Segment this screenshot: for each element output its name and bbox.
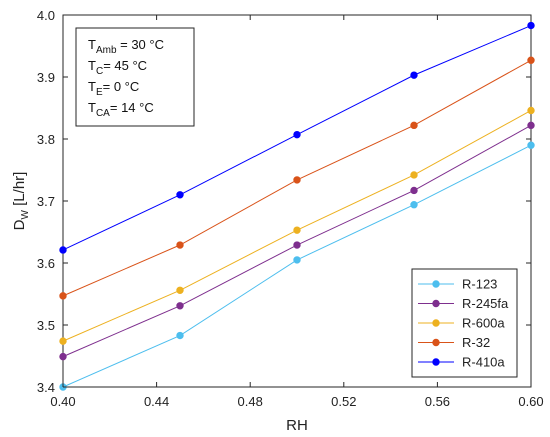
data-point [410, 171, 418, 179]
annotation-line: TE= 0 °C [88, 79, 139, 98]
annotation-symbol: T [88, 37, 96, 52]
data-point [410, 201, 418, 209]
ticks-layer: 0.40 0.44 0.48 0.52 0.56 0.60 3.4 3.5 3.6 3.7 3.8 3… [37, 8, 544, 409]
x-tick-label: 0.44 [144, 394, 169, 409]
legend-label: R-600a [462, 316, 505, 331]
series-r-245fa [59, 121, 535, 361]
x-axis-title: RH [286, 417, 308, 434]
annotation-value: = 30 °C [117, 37, 164, 52]
series-r-32 [59, 56, 535, 300]
annotation-symbol: T [88, 79, 96, 94]
x-tick-label: 0.52 [331, 394, 356, 409]
data-point [527, 56, 535, 64]
y-axis-title-subscript: W [20, 209, 31, 219]
annotation-value: = 45 °C [103, 58, 147, 73]
legend-marker [432, 280, 440, 288]
y-tick-label: 3.6 [37, 256, 55, 271]
data-point [59, 337, 67, 345]
legend: R-123 R-245fa R-600a R-32 R-410a [411, 268, 518, 378]
y-tick-label: 3.5 [37, 318, 55, 333]
data-point [293, 241, 301, 249]
data-point [293, 256, 301, 264]
annotation-subscript: CA [96, 108, 110, 119]
annotation-line: TCA= 14 °C [88, 100, 154, 119]
annotation-line: TC= 45 °C [88, 58, 147, 77]
data-point [59, 352, 67, 361]
y-axis-title: DW [L/hr] [11, 172, 31, 231]
data-point [59, 292, 67, 300]
annotation-subscript: C [96, 66, 103, 77]
legend-marker [432, 299, 440, 308]
x-tick-label: 0.48 [238, 394, 263, 409]
data-point [293, 226, 301, 234]
data-point [176, 302, 184, 310]
data-point [527, 106, 535, 115]
legend-item-r-123: R-123 [418, 277, 497, 292]
annotation-subscript: E [96, 87, 103, 98]
annotation-subscript: Amb [96, 45, 117, 56]
legend-label: R-32 [462, 335, 490, 350]
y-tick-label: 4.0 [37, 8, 55, 23]
legend-label: R-410a [462, 355, 505, 370]
annotation-symbol: T [88, 100, 96, 115]
x-tick-label: 0.56 [425, 394, 450, 409]
x-tick-label: 0.40 [50, 394, 75, 409]
data-point [293, 130, 301, 139]
y-tick-label: 3.7 [37, 194, 55, 209]
data-point [527, 21, 535, 30]
legend-marker [432, 338, 440, 347]
data-point [410, 186, 418, 195]
data-point [293, 176, 301, 184]
legend-item-r-410a: R-410a [418, 355, 505, 370]
data-point [410, 71, 418, 79]
legend-label: R-245fa [462, 296, 509, 311]
y-axis-title-unit: [L/hr] [11, 172, 28, 210]
y-tick-label: 3.4 [37, 380, 55, 395]
x-tick-label: 0.60 [518, 394, 543, 409]
data-point [59, 246, 67, 254]
data-point [176, 241, 184, 249]
y-tick-label: 3.9 [37, 70, 55, 85]
series-r-600a [59, 106, 535, 345]
annotation-line: TAmb = 30 °C [88, 37, 164, 56]
annotation-symbol: T [88, 58, 96, 73]
data-point [176, 331, 184, 340]
series-layer [59, 21, 535, 391]
legend-marker [432, 319, 440, 327]
series-r-123 [59, 141, 535, 391]
legend-marker [432, 358, 440, 366]
legend-item-r-245fa: R-245fa [418, 296, 509, 311]
data-point [410, 121, 418, 130]
series-r-410a [59, 21, 535, 254]
annotation-value: = 0 °C [103, 79, 140, 94]
data-point [527, 141, 535, 149]
data-point [176, 286, 184, 294]
legend-item-r-32: R-32 [418, 335, 490, 350]
legend-label: R-123 [462, 277, 497, 292]
annotation-value: = 14 °C [110, 100, 154, 115]
data-point [527, 121, 535, 130]
y-tick-label: 3.8 [37, 132, 55, 147]
annotation-frame [75, 27, 195, 127]
y-axis-title-main: D [11, 219, 28, 230]
data-point [176, 191, 184, 199]
legend-item-r-600a: R-600a [418, 316, 505, 331]
